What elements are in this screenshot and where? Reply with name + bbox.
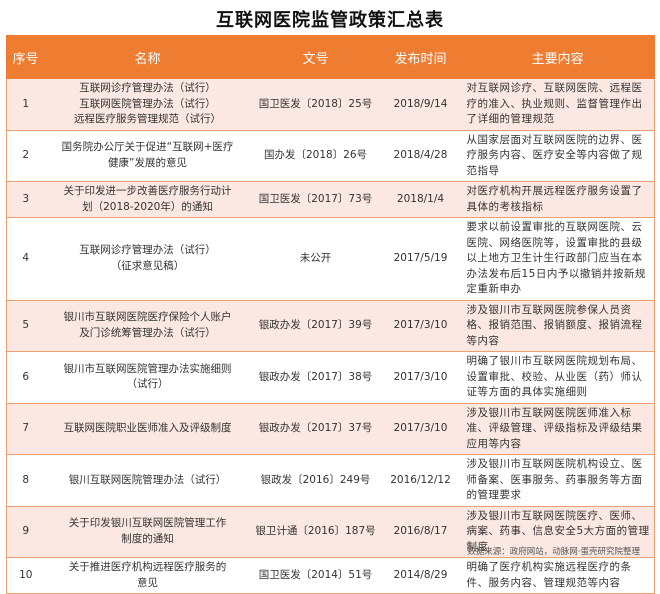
table-row: 9 关于印发银川互联网医院管理工作 制度的通知 银卫计通〔2016〕187号 2016…	[6, 505, 655, 558]
cell-no: 8	[6, 454, 45, 507]
cell-doc-number: 银政发〔2016〕249号	[250, 454, 381, 507]
cell-content: 涉及银川市互联网医院参保人员资格、报销范围、报销额度、报销流程等内容	[460, 299, 655, 352]
cell-date: 2014/8/29	[380, 557, 461, 594]
cell-content: 对医疗机构开展远程医疗服务设置了具体的考核指标	[460, 181, 655, 218]
header-date: 发布时间	[380, 35, 461, 79]
table-row: 4 互联网诊疗管理办法（试行） （征求意见稿） 未公开 2017/5/19 要求以前设置…	[6, 217, 655, 301]
cell-doc-number: 银卫计通〔2016〕187号	[250, 505, 381, 558]
header-doc-number: 文号	[250, 35, 381, 79]
cell-name: 银川互联网医院管理办法（试行）	[44, 454, 251, 507]
cell-no: 6	[6, 351, 45, 404]
cell-content: 明确了银川市互联网医院规划布局、设置审批、校验、从业医（药）师认证等方面的具体实…	[460, 351, 655, 404]
table-row: 10 关于推进医疗机构远程医疗服务的 意见 国卫医发〔2014〕51号 2014/8/…	[6, 557, 655, 594]
cell-name: 关于印发银川互联网医院管理工作 制度的通知	[44, 505, 251, 558]
table-row: 8 银川互联网医院管理办法（试行） 银政发〔2016〕249号 2016/12/12 涉…	[6, 454, 655, 507]
cell-no: 2	[6, 129, 45, 182]
cell-content: 明确了医疗机构实施远程医疗的条件、服务内容、管理规范等内容	[460, 557, 655, 594]
cell-date: 2018/4/28	[380, 129, 461, 182]
header-content: 主要内容	[460, 35, 655, 79]
cell-date: 2018/9/14	[380, 78, 461, 131]
cell-doc-number: 银政办发〔2017〕38号	[250, 351, 381, 404]
table-row: 1 互联网诊疗管理办法（试行） 互联网医院管理办法（试行） 远程医疗服务管理规范（…	[6, 78, 655, 131]
cell-name: 互联网医院职业医师准入及评级制度	[44, 402, 251, 455]
cell-no: 4	[6, 217, 45, 301]
cell-date: 2016/12/12	[380, 454, 461, 507]
cell-doc-number: 国卫医发〔2014〕51号	[250, 557, 381, 594]
cell-no: 1	[6, 78, 45, 131]
policy-table: 序号 名称 文号 发布时间 主要内容 1 互联网诊疗管理办法（试行） 互联网医院管…	[6, 35, 655, 594]
table-row: 6 银川市互联网医院管理办法实施细则 （试行） 银政办发〔2017〕38号 2017/…	[6, 351, 655, 404]
cell-date: 2017/3/10	[380, 299, 461, 352]
cell-content: 要求以前设置审批的互联网医院、云医院、网络医院等，设置审批的县级以上地方卫生计生…	[460, 217, 655, 301]
header-name: 名称	[44, 35, 251, 79]
cell-doc-number: 国卫医发〔2018〕25号	[250, 78, 381, 131]
cell-date: 2017/5/19	[380, 217, 461, 301]
cell-doc-number: 国卫医发〔2017〕73号	[250, 181, 381, 218]
source-note: 数据来源：政府网站，动脉网·蛋壳研究院整理	[467, 547, 640, 557]
cell-doc-number: 未公开	[250, 217, 381, 301]
cell-no: 5	[6, 299, 45, 352]
cell-name: 互联网诊疗管理办法（试行） （征求意见稿）	[44, 217, 251, 301]
header-no: 序号	[6, 35, 45, 79]
table-row: 5 银川市互联网医院医疗保险个人账户 及门诊统筹管理办法（试行） 银政办发〔2017…	[6, 299, 655, 352]
table-row: 3 关于印发进一步改善医疗服务行动计 划（2018-2020年）的通知 国卫医发〔2…	[6, 181, 655, 218]
table-row: 2 国务院办公厅关于促进“互联网+医疗 健康”发展的意见 国办发〔2018〕26号 2…	[6, 129, 655, 182]
cell-doc-number: 银政办发〔2017〕39号	[250, 299, 381, 352]
cell-date: 2017/3/10	[380, 351, 461, 404]
cell-no: 3	[6, 181, 45, 218]
page-title: 互联网医院监管政策汇总表	[216, 10, 444, 31]
cell-doc-number: 国办发〔2018〕26号	[250, 129, 381, 182]
cell-no: 7	[6, 402, 45, 455]
cell-content: 对互联网诊疗、互联网医院、远程医疗的准入、执业规则、监督管理作出了详细的管理规范	[460, 78, 655, 131]
cell-name: 国务院办公厅关于促进“互联网+医疗 健康”发展的意见	[44, 129, 251, 182]
cell-name: 互联网诊疗管理办法（试行） 互联网医院管理办法（试行） 远程医疗服务管理规范（试…	[44, 78, 251, 131]
cell-name: 银川市互联网医院医疗保险个人账户 及门诊统筹管理办法（试行）	[44, 299, 251, 352]
cell-name: 关于推进医疗机构远程医疗服务的 意见	[44, 557, 251, 594]
cell-content: 从国家层面对互联网医院的边界、医疗服务内容、医疗安全等内容做了规范指导	[460, 129, 655, 182]
cell-doc-number: 银政办发〔2017〕37号	[250, 402, 381, 455]
cell-date: 2017/3/10	[380, 402, 461, 455]
cell-name: 银川市互联网医院管理办法实施细则 （试行）	[44, 351, 251, 404]
table-header-row: 序号 名称 文号 发布时间 主要内容	[6, 35, 655, 79]
cell-content: 涉及银川市互联网医院机构设立、医师备案、医事服务、药事服务等方面的管理要求	[460, 454, 655, 507]
cell-no: 9	[6, 505, 45, 558]
cell-name: 关于印发进一步改善医疗服务行动计 划（2018-2020年）的通知	[44, 181, 251, 218]
cell-date: 2018/1/4	[380, 181, 461, 218]
table-row: 7 互联网医院职业医师准入及评级制度 银政办发〔2017〕37号 2017/3/10 涉…	[6, 402, 655, 455]
cell-no: 10	[6, 557, 45, 594]
cell-content: 涉及银川市互联网医院医师准入标准、评级管理、评级指标及评级结果应用等内容	[460, 402, 655, 455]
cell-date: 2016/8/17	[380, 505, 461, 558]
